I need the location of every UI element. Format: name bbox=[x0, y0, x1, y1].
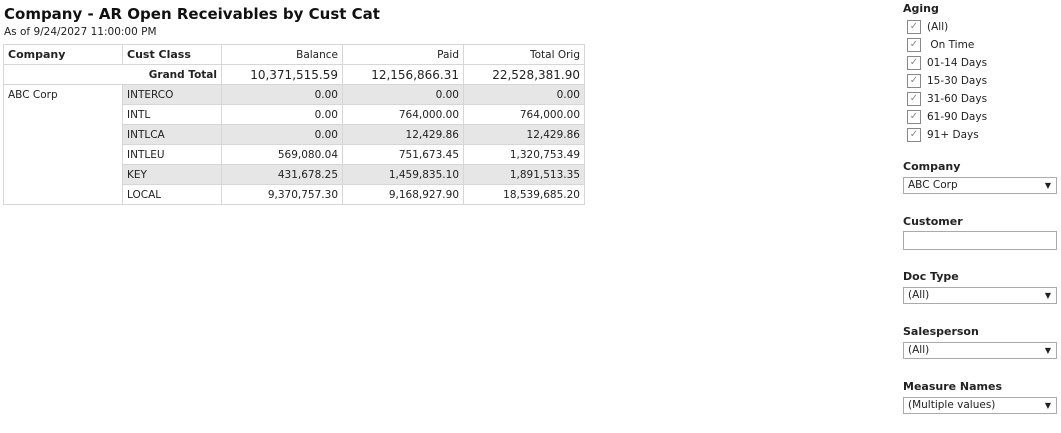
checkmark-icon: ✓ bbox=[909, 57, 919, 68]
grand-total-balance: 10,371,515.59 bbox=[221, 64, 343, 85]
paid-cell: 1,459,835.10 bbox=[342, 164, 464, 185]
aging-option-label: On Time bbox=[927, 39, 975, 51]
measure-names-filter-label: Measure Names bbox=[903, 380, 1003, 393]
balance-cell: 569,080.04 bbox=[221, 144, 343, 165]
total-orig-cell: 1,320,753.49 bbox=[463, 144, 585, 165]
grand-total-row: Grand Total 10,371,515.59 12,156,866.31 … bbox=[3, 64, 585, 85]
report-title: Company - AR Open Receivables by Cust Ca… bbox=[4, 5, 380, 23]
checkmark-icon: ✓ bbox=[909, 75, 919, 86]
checkbox[interactable]: ✓ bbox=[907, 56, 921, 70]
header-company[interactable]: Company bbox=[3, 44, 123, 65]
aging-option-label: 61-90 Days bbox=[927, 111, 988, 123]
customer-filter-label: Customer bbox=[903, 215, 963, 228]
checkbox[interactable]: ✓ bbox=[907, 74, 921, 88]
caret-down-icon: ▼ bbox=[1044, 401, 1051, 410]
caret-down-icon: ▼ bbox=[1044, 291, 1051, 300]
cust-class-cell: INTLEU bbox=[122, 144, 222, 165]
checkbox[interactable]: ✓ bbox=[907, 38, 921, 52]
header-balance[interactable]: Balance bbox=[221, 44, 343, 65]
header-total-orig[interactable]: Total Orig bbox=[463, 44, 585, 65]
salesperson-dropdown[interactable]: (All) ▼ bbox=[903, 342, 1057, 359]
balance-cell: 431,678.25 bbox=[221, 164, 343, 185]
receivables-table: Company Cust Class Balance Paid Total Or… bbox=[3, 44, 585, 205]
salesperson-dropdown-value: (All) bbox=[908, 344, 930, 356]
header-row: Company Cust Class Balance Paid Total Or… bbox=[3, 44, 585, 65]
total-orig-cell: 0.00 bbox=[463, 84, 585, 105]
grand-total-total-orig: 22,528,381.90 bbox=[463, 64, 585, 85]
aging-option[interactable]: ✓ 61-90 Days bbox=[907, 109, 987, 125]
aging-option-label: 31-60 Days bbox=[927, 93, 988, 105]
aging-option[interactable]: ✓ On Time bbox=[907, 37, 974, 53]
aging-filter-label: Aging bbox=[903, 2, 939, 15]
header-cust-class[interactable]: Cust Class bbox=[122, 44, 222, 65]
aging-option-label: 15-30 Days bbox=[927, 75, 988, 87]
balance-cell: 0.00 bbox=[221, 84, 343, 105]
company-filter-label: Company bbox=[903, 160, 961, 173]
table-row: ABC Corp INTERCO 0.00 0.00 0.00 bbox=[3, 84, 585, 205]
checkmark-icon: ✓ bbox=[909, 111, 919, 122]
measure-names-dropdown[interactable]: (Multiple values) ▼ bbox=[903, 397, 1057, 414]
header-paid[interactable]: Paid bbox=[342, 44, 464, 65]
measure-names-dropdown-value: (Multiple values) bbox=[908, 399, 996, 411]
total-orig-cell: 1,891,513.35 bbox=[463, 164, 585, 185]
customer-input[interactable] bbox=[903, 231, 1057, 250]
cust-class-cell: INTL bbox=[122, 104, 222, 125]
company-cell: ABC Corp bbox=[3, 84, 123, 205]
total-orig-cell: 18,539,685.20 bbox=[463, 184, 585, 205]
paid-cell: 764,000.00 bbox=[342, 104, 464, 125]
checkmark-icon: ✓ bbox=[909, 21, 919, 32]
checkbox[interactable]: ✓ bbox=[907, 110, 921, 124]
aging-option[interactable]: ✓ 01-14 Days bbox=[907, 55, 987, 71]
checkmark-icon: ✓ bbox=[909, 39, 919, 50]
aging-option-label: 91+ Days bbox=[927, 129, 979, 141]
doc-type-dropdown-value: (All) bbox=[908, 289, 930, 301]
aging-option[interactable]: ✓ 31-60 Days bbox=[907, 91, 987, 107]
doc-type-dropdown[interactable]: (All) ▼ bbox=[903, 287, 1057, 304]
company-dropdown[interactable]: ABC Corp ▼ bbox=[903, 177, 1057, 194]
checkmark-icon: ✓ bbox=[909, 93, 919, 104]
paid-cell: 0.00 bbox=[342, 84, 464, 105]
paid-cell: 751,673.45 bbox=[342, 144, 464, 165]
checkmark-icon: ✓ bbox=[909, 129, 919, 140]
checkbox[interactable]: ✓ bbox=[907, 92, 921, 106]
grand-total-paid: 12,156,866.31 bbox=[342, 64, 464, 85]
paid-cell: 9,168,927.90 bbox=[342, 184, 464, 205]
balance-cell: 0.00 bbox=[221, 104, 343, 125]
aging-option-label: 01-14 Days bbox=[927, 57, 988, 69]
aging-option[interactable]: ✓ 91+ Days bbox=[907, 127, 979, 143]
table-row: INTLCA 0.00 12,429.86 12,429.86 bbox=[4, 124, 585, 145]
paid-cell: 12,429.86 bbox=[342, 124, 464, 145]
total-orig-cell: 12,429.86 bbox=[463, 124, 585, 145]
checkbox[interactable]: ✓ bbox=[907, 20, 921, 34]
aging-option[interactable]: ✓ (All) bbox=[907, 19, 948, 35]
aging-option[interactable]: ✓ 15-30 Days bbox=[907, 73, 987, 89]
cust-class-cell: INTERCO bbox=[122, 84, 222, 105]
aging-option-label: (All) bbox=[927, 21, 949, 33]
table-row: LOCAL 9,370,757.30 9,168,927.90 18,539,685.… bbox=[4, 184, 585, 205]
caret-down-icon: ▼ bbox=[1044, 346, 1051, 355]
salesperson-filter-label: Salesperson bbox=[903, 325, 979, 338]
total-orig-cell: 764,000.00 bbox=[463, 104, 585, 125]
grand-total-label: Grand Total bbox=[3, 64, 222, 85]
checkbox[interactable]: ✓ bbox=[907, 128, 921, 142]
caret-down-icon: ▼ bbox=[1044, 181, 1051, 190]
balance-cell: 0.00 bbox=[221, 124, 343, 145]
cust-class-cell: KEY bbox=[122, 164, 222, 185]
report-subtitle: As of 9/24/2027 11:00:00 PM bbox=[4, 26, 157, 38]
balance-cell: 9,370,757.30 bbox=[221, 184, 343, 205]
doc-type-filter-label: Doc Type bbox=[903, 270, 959, 283]
company-dropdown-value: ABC Corp bbox=[908, 179, 958, 191]
cust-class-cell: LOCAL bbox=[122, 184, 222, 205]
cust-class-cell: INTLCA bbox=[122, 124, 222, 145]
